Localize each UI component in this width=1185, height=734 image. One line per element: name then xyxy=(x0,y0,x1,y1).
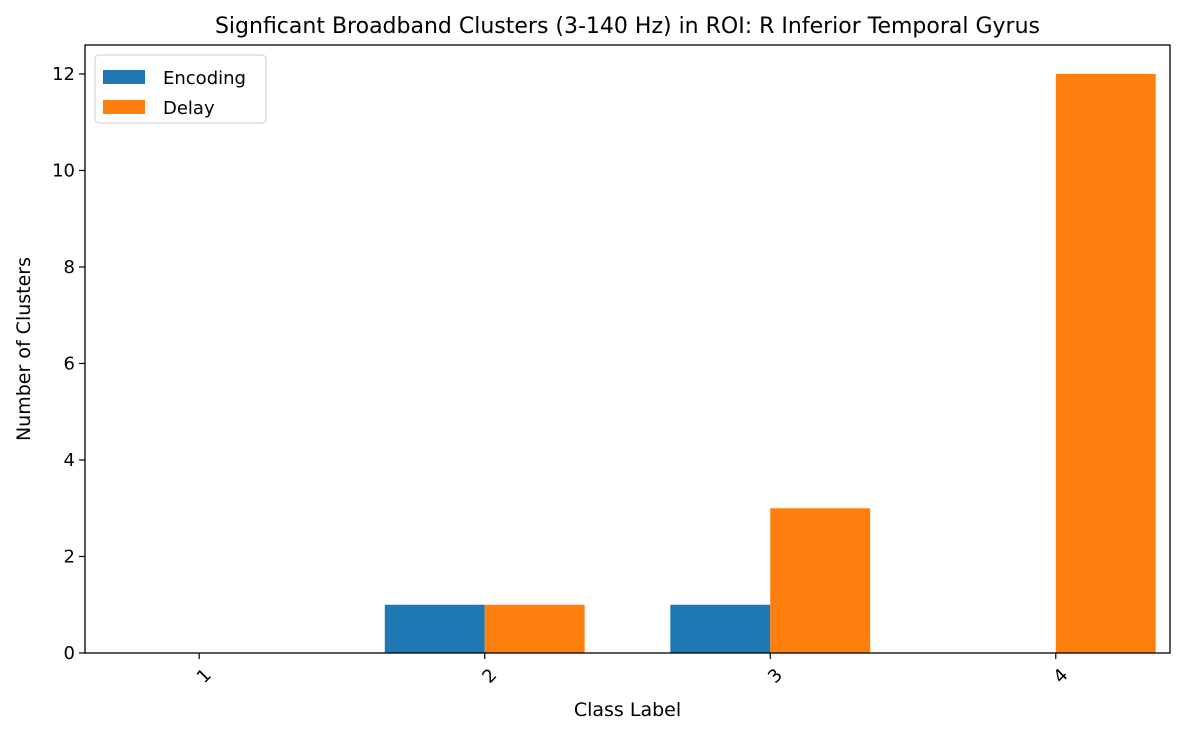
legend: Encoding Delay xyxy=(94,54,267,124)
y-tick-label: 8 xyxy=(64,257,75,278)
y-tick-label: 12 xyxy=(52,64,75,85)
y-tick-label: 4 xyxy=(64,450,75,471)
bar-delay-4 xyxy=(1055,73,1156,653)
x-tick-label-1: 1 xyxy=(193,665,216,688)
bar-encoding-3 xyxy=(670,604,771,653)
x-tick-label-2: 2 xyxy=(478,665,501,688)
chart-title: Signficant Broadband Clusters (3-140 Hz)… xyxy=(215,14,1040,39)
y-tick-label: 2 xyxy=(64,546,75,567)
legend-swatch-delay xyxy=(103,100,145,114)
plot-frame xyxy=(84,44,1171,654)
bar-delay-3 xyxy=(770,508,871,653)
legend-swatch-encoding xyxy=(103,70,145,84)
y-axis-label: Number of Clusters xyxy=(13,257,35,441)
y-tick-label: 0 xyxy=(64,643,75,664)
legend-label-delay: Delay xyxy=(163,98,215,119)
x-axis-label: Class Label xyxy=(574,699,681,721)
y-tick-label: 6 xyxy=(64,353,75,374)
bar-encoding-2 xyxy=(384,604,485,653)
x-tick-label-4: 4 xyxy=(1049,665,1072,688)
legend-label-encoding: Encoding xyxy=(163,68,246,89)
y-tick-label: 10 xyxy=(52,160,75,181)
bar-delay-2 xyxy=(484,604,585,653)
x-tick-label-3: 3 xyxy=(764,665,787,688)
